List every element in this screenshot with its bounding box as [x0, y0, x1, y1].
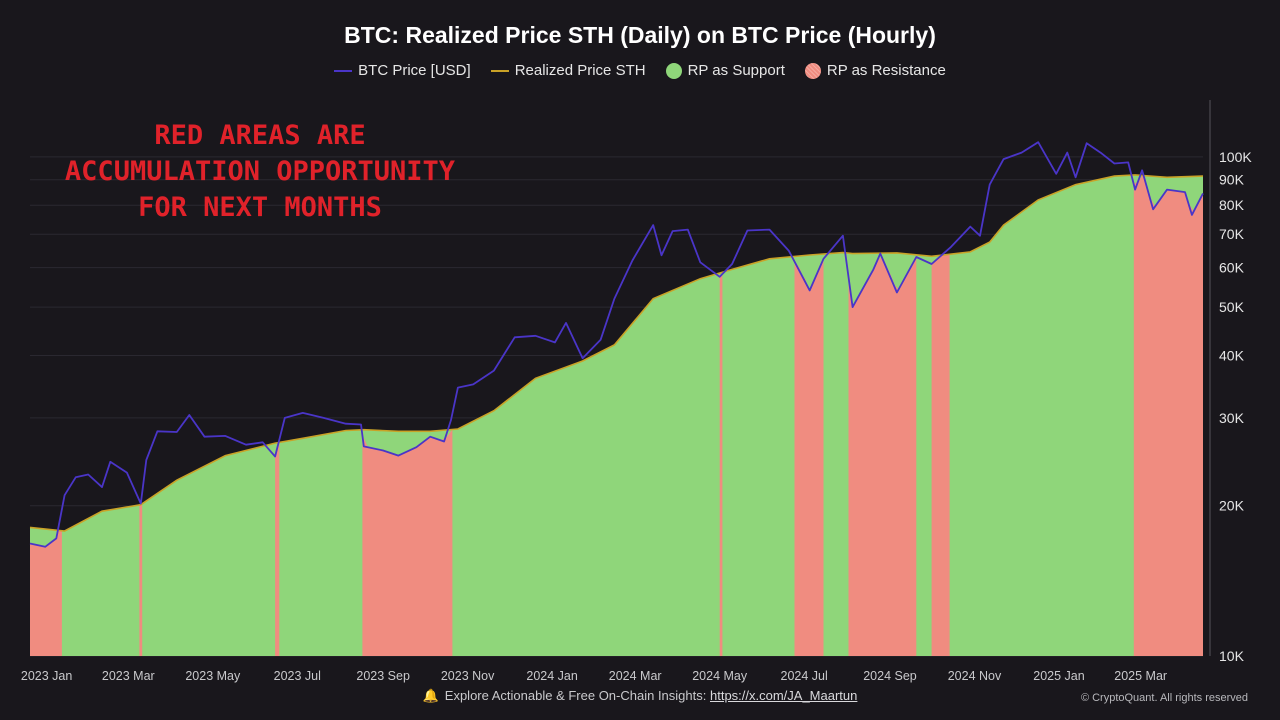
- legend-label-support: RP as Support: [687, 62, 785, 79]
- x-tick-label: 2023 Jul: [274, 669, 321, 683]
- btc-price-line: [29, 141, 1204, 548]
- legend-label-btc-price: BTC Price [USD]: [358, 62, 471, 79]
- x-tick-label: 2024 Jan: [526, 669, 577, 683]
- legend-item-resistance[interactable]: RP as Resistance: [804, 62, 946, 79]
- resistance-area: [139, 503, 143, 656]
- x-tick-label: 2024 Jul: [781, 669, 828, 683]
- y-tick-label: 40K: [1219, 347, 1245, 363]
- x-tick-label: 2025 Jan: [1033, 669, 1084, 683]
- legend-label-resistance: RP as Resistance: [826, 62, 946, 79]
- x-tick-label: 2023 Mar: [102, 669, 155, 683]
- resistance-swatch: [804, 62, 821, 79]
- y-tick-label: 30K: [1219, 410, 1245, 426]
- x-tick-label: 2023 May: [185, 669, 241, 683]
- chart-title: BTC: Realized Price STH (Daily) on BTC P…: [344, 22, 936, 48]
- x-tick-label: 2023 Sep: [356, 669, 410, 683]
- support-area: [30, 174, 1203, 656]
- footer-link[interactable]: https://x.com/JA_Maartun: [709, 688, 858, 703]
- resistance-area: [362, 429, 453, 656]
- y-tick-label: 50K: [1219, 299, 1245, 315]
- y-tick-label: 60K: [1219, 260, 1245, 276]
- x-tick-label: 2025 Mar: [1114, 669, 1167, 683]
- resistance-area: [848, 256, 917, 656]
- x-tick-label: 2024 Sep: [863, 669, 917, 683]
- realized-price-line: [29, 174, 1204, 532]
- chart-annotation: RED AREAS ARE ACCUMULATION OPPORTUNITY F…: [64, 120, 456, 223]
- support-swatch: [665, 62, 682, 79]
- footer: 🔔 Explore Actionable & Free On-Chain Insi…: [0, 688, 1280, 704]
- x-tick-label: 2023 Nov: [441, 669, 495, 683]
- y-tick-label: 100K: [1219, 149, 1252, 165]
- legend-item-realized-price[interactable]: Realized Price STH: [490, 62, 646, 79]
- btc-price-swatch: [334, 69, 353, 72]
- chart-legend: BTC Price [USD] Realized Price STH RP as…: [0, 62, 1280, 79]
- x-tick-label: 2023 Jan: [21, 669, 72, 683]
- resistance-area: [30, 530, 62, 656]
- legend-item-btc-price[interactable]: BTC Price [USD]: [334, 62, 471, 79]
- legend-item-support[interactable]: RP as Support: [665, 62, 785, 79]
- resistance-area: [794, 258, 824, 656]
- footer-text: Explore Actionable & Free On-Chain Insig…: [444, 688, 710, 703]
- resistance-area: [719, 273, 723, 656]
- resistance-area: [275, 442, 280, 656]
- copyright: © CryptoQuant. All rights reserved: [1080, 692, 1248, 704]
- y-tick-label: 10K: [1219, 648, 1245, 664]
- y-tick-label: 20K: [1219, 498, 1245, 514]
- bell-icon: 🔔: [422, 688, 439, 703]
- resistance-area: [931, 254, 950, 657]
- legend-label-realized-price: Realized Price STH: [514, 62, 646, 79]
- y-tick-label: 80K: [1219, 197, 1245, 213]
- realized-price-swatch: [490, 69, 509, 72]
- y-tick-label: 70K: [1219, 226, 1245, 242]
- x-tick-label: 2024 Mar: [609, 669, 662, 683]
- x-tick-label: 2024 May: [692, 669, 748, 683]
- resistance-area: [1133, 175, 1203, 656]
- y-tick-label: 90K: [1219, 172, 1245, 188]
- x-tick-label: 2024 Nov: [948, 669, 1002, 683]
